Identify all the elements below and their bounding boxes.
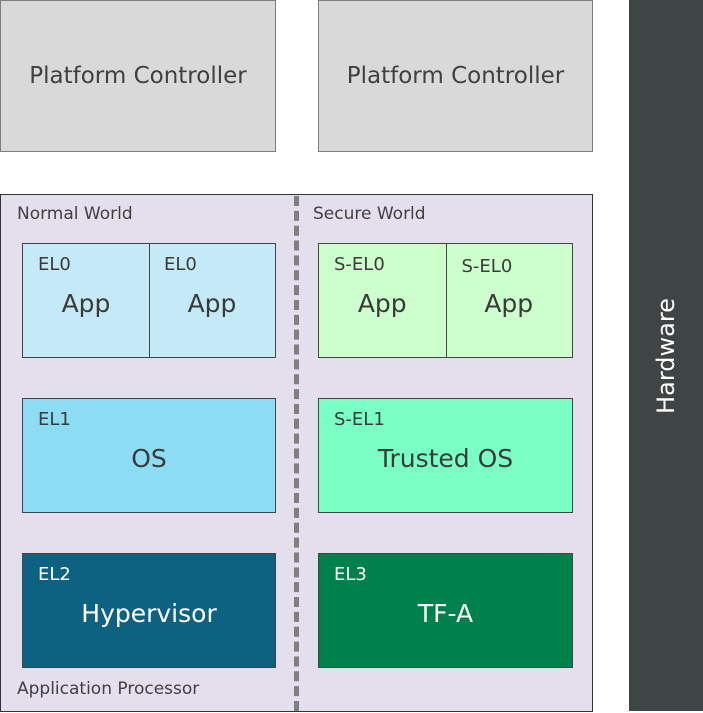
level-label: EL2	[38, 564, 71, 585]
hardware-label: Hardware	[652, 297, 680, 414]
component-label: TF-A	[417, 599, 474, 628]
secure-el0-app-1: S-EL0 App	[319, 244, 447, 357]
level-label: EL1	[38, 409, 71, 430]
component-label: Hypervisor	[81, 599, 217, 628]
component-label: App	[61, 289, 111, 318]
normal-el0-app-2: EL0 App	[149, 244, 275, 357]
platform-controller-2: Platform Controller	[318, 0, 593, 152]
normal-el1-os: EL1 OS	[22, 398, 276, 513]
normal-world-label: Normal World	[17, 204, 133, 224]
level-label: EL0	[38, 254, 71, 275]
secure-el1-trusted-os: S-EL1 Trusted OS	[318, 398, 573, 513]
component-label: OS	[131, 444, 167, 473]
component-label: App	[187, 289, 237, 318]
secure-el0-group: S-EL0 App S-EL0 App	[318, 243, 573, 358]
level-label: S-EL0	[461, 256, 513, 277]
platform-controller-label: Platform Controller	[346, 63, 565, 89]
platform-controller-label: Platform Controller	[29, 63, 247, 89]
component-label: Trusted OS	[377, 444, 514, 473]
platform-controller-1: Platform Controller	[0, 0, 276, 152]
level-label: S-EL1	[334, 409, 385, 430]
level-label: EL0	[164, 254, 197, 275]
level-label: S-EL0	[334, 254, 385, 275]
secure-el3-tfa: EL3 TF-A	[318, 553, 573, 668]
normal-el0-group: EL0 App EL0 App	[22, 243, 276, 358]
component-label: App	[484, 289, 534, 318]
secure-el0-app-2: S-EL0 App	[446, 244, 573, 357]
component-label: App	[357, 289, 407, 318]
normal-el0-app-1: EL0 App	[23, 244, 150, 357]
normal-el2-hypervisor: EL2 Hypervisor	[22, 553, 276, 668]
world-divider	[294, 196, 299, 711]
level-label: EL3	[334, 564, 367, 585]
secure-world-label: Secure World	[313, 204, 426, 224]
application-processor-label: Application Processor	[17, 679, 200, 699]
hardware-bar: Hardware	[629, 0, 703, 711]
